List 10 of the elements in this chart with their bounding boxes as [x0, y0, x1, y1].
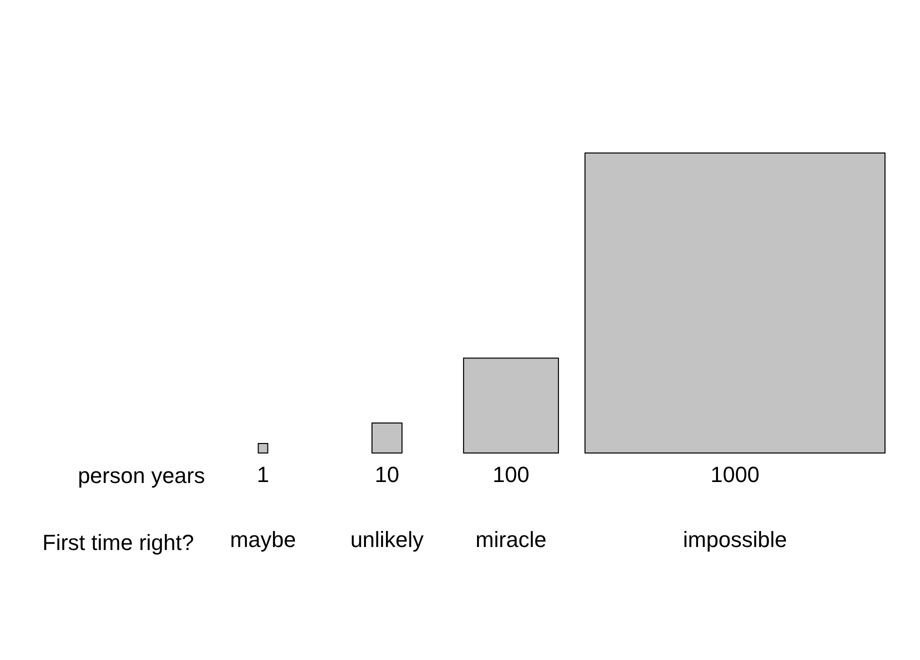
data-label: 1000 [710, 462, 760, 487]
category-label: miracle [476, 527, 546, 552]
category-label: impossible [683, 527, 787, 552]
data-label: 10 [374, 462, 400, 487]
category-label: unlikely [350, 527, 424, 552]
data-label: 100 [492, 462, 530, 487]
data-label: 1 [256, 462, 270, 487]
text: person years [78, 463, 205, 488]
category-label: maybe [230, 527, 296, 552]
text: First time right? [42, 530, 194, 555]
